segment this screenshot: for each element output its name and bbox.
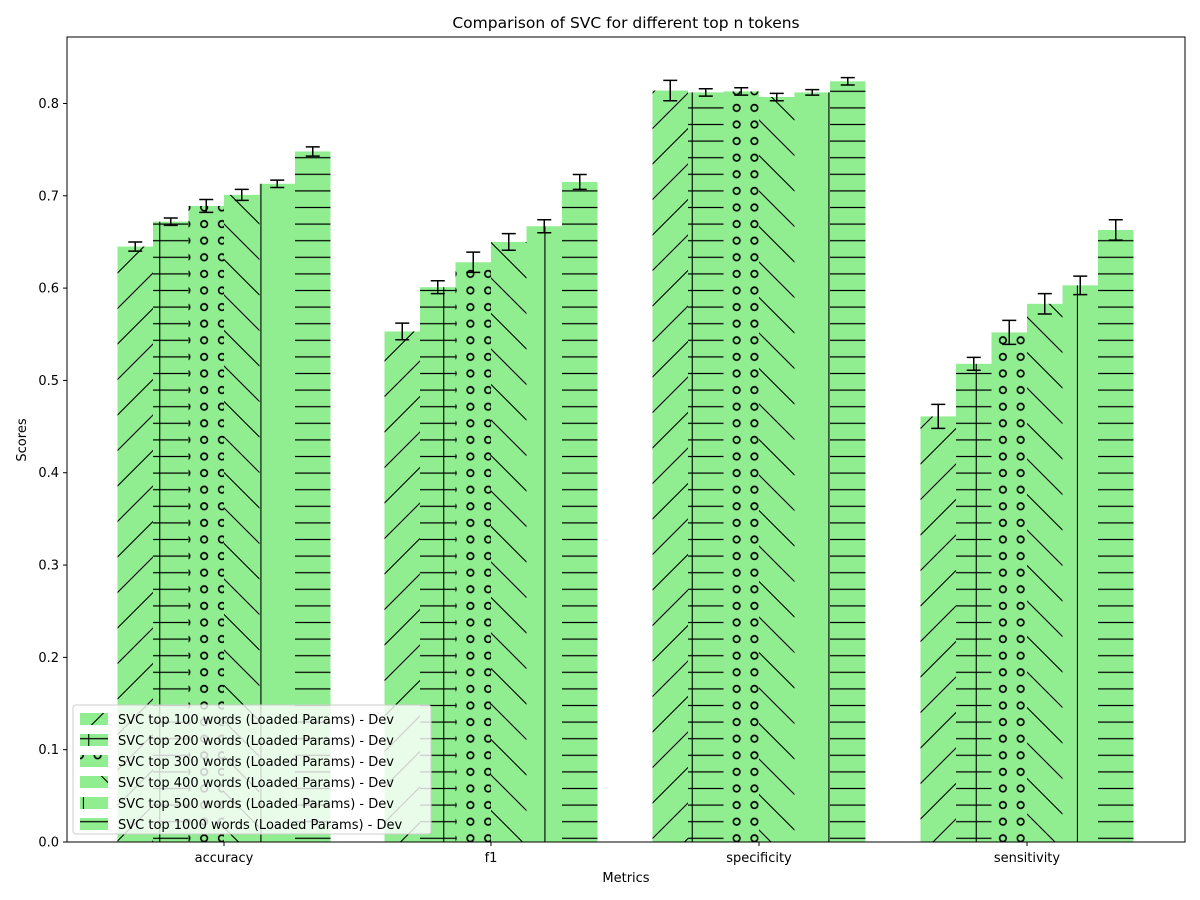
bar-specificity-series-5 bbox=[794, 92, 830, 843]
legend-swatch-series-3 bbox=[80, 755, 108, 767]
error-bar-accuracy-series-5 bbox=[270, 179, 285, 189]
x-axis-label: Metrics bbox=[602, 871, 649, 886]
error-bar-sensitivity-series-6 bbox=[1108, 219, 1123, 241]
y-tick-label: 0.5 bbox=[38, 374, 59, 389]
bar-f1-series-3 bbox=[455, 262, 491, 842]
axes-frame bbox=[66, 36, 1186, 843]
bar-f1-series-4 bbox=[491, 241, 527, 843]
error-bar-specificity-series-3 bbox=[734, 87, 749, 96]
bar-specificity-series-3 bbox=[723, 91, 759, 843]
legend-swatch-series-6 bbox=[80, 818, 108, 830]
error-bar-specificity-series-2 bbox=[698, 87, 713, 97]
error-bar-sensitivity-series-5 bbox=[1073, 275, 1088, 296]
y-tick-label: 0.0 bbox=[38, 836, 59, 851]
bar-sensitivity-series-5 bbox=[1062, 285, 1098, 842]
error-bar-specificity-series-6 bbox=[840, 76, 855, 86]
bar-f1-series-6 bbox=[562, 181, 598, 843]
error-bar-f1-series-3 bbox=[466, 251, 481, 274]
y-tick-label: 0.6 bbox=[38, 282, 59, 297]
bar-f1-series-5 bbox=[526, 226, 562, 843]
error-bar-accuracy-series-3 bbox=[199, 198, 214, 214]
error-bar-accuracy-series-4 bbox=[234, 188, 249, 202]
legend-label-series-1: SVC top 100 words (Loaded Params) - Dev bbox=[118, 713, 394, 728]
error-bar-f1-series-6 bbox=[572, 173, 587, 191]
error-bar-specificity-series-4 bbox=[769, 92, 784, 102]
error-bar-f1-series-4 bbox=[501, 232, 516, 252]
x-tick-label: sensitivity bbox=[994, 851, 1061, 866]
error-bar-specificity-series-5 bbox=[805, 88, 820, 96]
error-bar-sensitivity-series-3 bbox=[1002, 319, 1017, 346]
error-bar-sensitivity-series-1 bbox=[931, 403, 946, 430]
y-tick-label: 0.8 bbox=[38, 97, 59, 112]
y-tick-label: 0.1 bbox=[38, 743, 59, 758]
legend-label-series-6: SVC top 1000 words (Loaded Params) - Dev bbox=[118, 818, 403, 833]
legend-label-series-4: SVC top 400 words (Loaded Params) - Dev bbox=[118, 776, 394, 791]
bar-sensitivity-series-4 bbox=[1027, 303, 1063, 842]
bar-specificity-series-1 bbox=[652, 90, 688, 842]
bar-specificity-series-2 bbox=[688, 92, 724, 843]
error-bar-f1-series-2 bbox=[430, 279, 445, 295]
legend-swatch-series-5 bbox=[80, 797, 108, 809]
error-bar-accuracy-series-6 bbox=[305, 146, 320, 157]
legend-label-series-2: SVC top 200 words (Loaded Params) - Dev bbox=[118, 734, 394, 749]
error-bar-accuracy-series-1 bbox=[128, 241, 143, 252]
x-tick-label: f1 bbox=[485, 851, 498, 866]
legend: SVC top 100 words (Loaded Params) - Dev S… bbox=[72, 704, 432, 835]
error-bar-f1-series-1 bbox=[395, 322, 410, 341]
bar-sensitivity-series-6 bbox=[1098, 229, 1134, 842]
bar-specificity-series-4 bbox=[759, 97, 795, 842]
chart-title: Comparison of SVC for different top n to… bbox=[452, 14, 799, 32]
plot-area: 0.0 0.1 0.2 0.3 0.4 0.5 0.6 0.7 0.8 accuracy f1 spe… bbox=[38, 36, 1186, 866]
error-bar-f1-series-5 bbox=[537, 219, 552, 234]
bar-sensitivity-series-3 bbox=[991, 332, 1027, 842]
legend-box bbox=[72, 704, 432, 835]
error-bar-accuracy-series-2 bbox=[163, 217, 178, 227]
bar-sensitivity-series-2 bbox=[956, 363, 992, 842]
legend-label-series-3: SVC top 300 words (Loaded Params) - Dev bbox=[118, 755, 394, 770]
y-tick-label: 0.4 bbox=[38, 466, 59, 481]
y-tick-label: 0.2 bbox=[38, 651, 59, 666]
legend-swatch-series-2 bbox=[80, 734, 108, 746]
error-bar-specificity-series-1 bbox=[663, 79, 678, 102]
legend-label-series-5: SVC top 500 words (Loaded Params) - Dev bbox=[118, 797, 394, 812]
x-tick-label: accuracy bbox=[195, 851, 254, 866]
error-bar-sensitivity-series-4 bbox=[1037, 292, 1052, 315]
bar-specificity-series-6 bbox=[830, 81, 866, 842]
y-tick-label: 0.7 bbox=[38, 189, 59, 204]
legend-swatch-series-1 bbox=[80, 713, 108, 725]
y-tick-label: 0.3 bbox=[38, 559, 59, 574]
error-bar-sensitivity-series-2 bbox=[966, 356, 981, 372]
bar-sensitivity-series-1 bbox=[920, 416, 956, 842]
y-axis-label: Scores bbox=[15, 418, 30, 461]
legend-swatch-series-4 bbox=[80, 776, 108, 788]
x-tick-label: specificity bbox=[726, 851, 792, 866]
